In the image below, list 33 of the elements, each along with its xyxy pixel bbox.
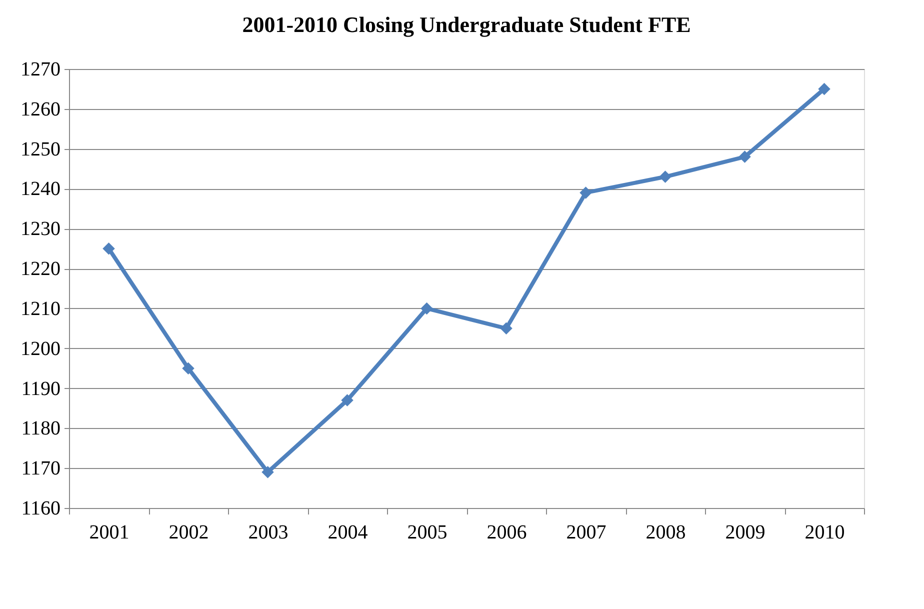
chart-title: 2001-2010 Closing Undergraduate Student FTE	[242, 12, 691, 37]
y-tick-label: 1190	[21, 378, 60, 400]
y-tick-label: 1230	[20, 218, 60, 240]
point	[580, 186, 592, 199]
y-tick-label: 1260	[20, 98, 60, 120]
point	[500, 322, 512, 335]
x-tick-label: 2005	[407, 522, 448, 544]
y-tick-label: 1220	[20, 258, 60, 280]
point	[659, 170, 672, 183]
point	[182, 362, 194, 374]
point	[102, 242, 115, 255]
y-tick-label: 1240	[20, 178, 60, 200]
x-tick-label: 2006	[486, 522, 527, 544]
x-tick-label: 2002	[168, 522, 209, 544]
x-tick-label: 2009	[725, 522, 766, 544]
x-tick-label: 2004	[328, 522, 368, 544]
x-tick-label: 2010	[804, 522, 845, 544]
y-tick-label: 1200	[20, 338, 60, 360]
point	[420, 302, 433, 315]
x-tick-label: 2001	[89, 522, 130, 544]
y-tick-label: 1210	[20, 298, 60, 320]
point	[341, 394, 354, 406]
point	[262, 466, 274, 478]
y-tick-label: 1170	[21, 458, 60, 480]
y-tick-label: 1180	[21, 418, 60, 440]
x-tick-label: 2007	[566, 522, 606, 544]
y-tick-label: 1160	[21, 498, 60, 520]
x-tick-label: 2008	[646, 522, 686, 544]
y-tick-label: 1270	[20, 58, 60, 80]
point	[818, 82, 830, 96]
y-tick-label: 1250	[20, 138, 60, 160]
x-tick-label: 2003	[248, 522, 288, 544]
point	[738, 150, 751, 163]
